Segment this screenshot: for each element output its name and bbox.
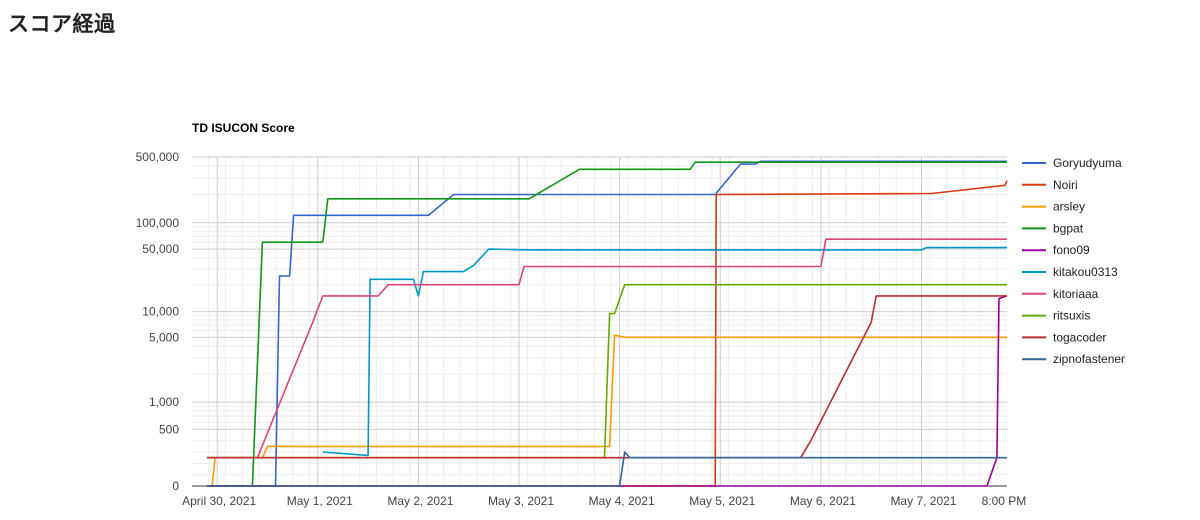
legend-label: zipnofastener (1053, 352, 1125, 366)
legend-label: kitakou0313 (1053, 265, 1118, 279)
legend-item-togacoder[interactable]: togacoder (1022, 330, 1106, 344)
legend[interactable]: Goryudyuma Noiri arsley bgpat fono09 kitakou0… (1022, 156, 1125, 366)
y-tick-label: 500,000 (136, 150, 180, 164)
y-tick-label: 50,000 (142, 242, 179, 256)
legend-label: Noiri (1053, 178, 1078, 192)
minor-grid (192, 157, 1007, 486)
y-tick-label: 500 (159, 422, 179, 436)
x-tick-label: May 7, 2021 (890, 494, 956, 508)
y-tick-label: 5,000 (149, 330, 179, 344)
legend-label: kitoriaaa (1053, 287, 1099, 301)
x-tick-label: May 1, 2021 (287, 494, 353, 508)
y-axis-tick-labels: 0 500 1,000 5,000 10,000 50,000 100,000 500,000 (136, 150, 180, 493)
legend-label: arsley (1053, 200, 1085, 214)
legend-label: fono09 (1053, 243, 1090, 257)
x-axis-tick-labels: April 30, 2021 May 1, 2021 May 2, 2021 May … (182, 494, 1026, 508)
legend-item-goryudyuma[interactable]: Goryudyuma (1022, 156, 1122, 170)
series-line-bgpat (207, 161, 1007, 487)
series-line-arsley (207, 334, 1007, 487)
page-title: スコア経過 (8, 12, 116, 36)
series-lines (207, 160, 1008, 487)
x-tick-label: 8:00 PM (982, 494, 1027, 508)
x-tick-label: April 30, 2021 (182, 494, 256, 508)
legend-item-fono09[interactable]: fono09 (1022, 243, 1090, 257)
legend-label: ritsuxis (1053, 309, 1090, 323)
chart-title: TD ISUCON Score (192, 121, 295, 135)
series-line-ritsuxis (207, 283, 1007, 459)
legend-item-noiri[interactable]: Noiri (1022, 178, 1078, 192)
legend-item-arsley[interactable]: arsley (1022, 200, 1085, 214)
series-line-togacoder (207, 295, 1007, 459)
legend-item-zipnofastener[interactable]: zipnofastener (1022, 352, 1125, 366)
x-tick-label: May 6, 2021 (790, 494, 856, 508)
x-tick-label: May 2, 2021 (387, 494, 453, 508)
x-tick-label: May 4, 2021 (589, 494, 655, 508)
legend-label: Goryudyuma (1053, 156, 1122, 170)
y-tick-label: 1,000 (149, 395, 179, 409)
x-tick-label: May 3, 2021 (488, 494, 554, 508)
series-line-kitoriaaa (207, 238, 1007, 459)
y-tick-label: 0 (172, 479, 179, 493)
series-line-kitakou0313 (322, 246, 1007, 457)
y-tick-label: 10,000 (142, 305, 179, 319)
series-line-zipnofastener (207, 451, 1007, 487)
legend-item-ritsuxis[interactable]: ritsuxis (1022, 309, 1090, 323)
series-line-goryudyuma (207, 160, 1007, 487)
legend-item-kitakou0313[interactable]: kitakou0313 (1022, 265, 1118, 279)
legend-item-kitoriaaa[interactable]: kitoriaaa (1022, 287, 1099, 301)
x-tick-label: May 5, 2021 (689, 494, 755, 508)
y-tick-label: 100,000 (136, 216, 180, 230)
legend-label: bgpat (1053, 221, 1084, 235)
major-grid (192, 156, 1007, 487)
legend-label: togacoder (1053, 330, 1106, 344)
legend-item-bgpat[interactable]: bgpat (1022, 221, 1084, 235)
